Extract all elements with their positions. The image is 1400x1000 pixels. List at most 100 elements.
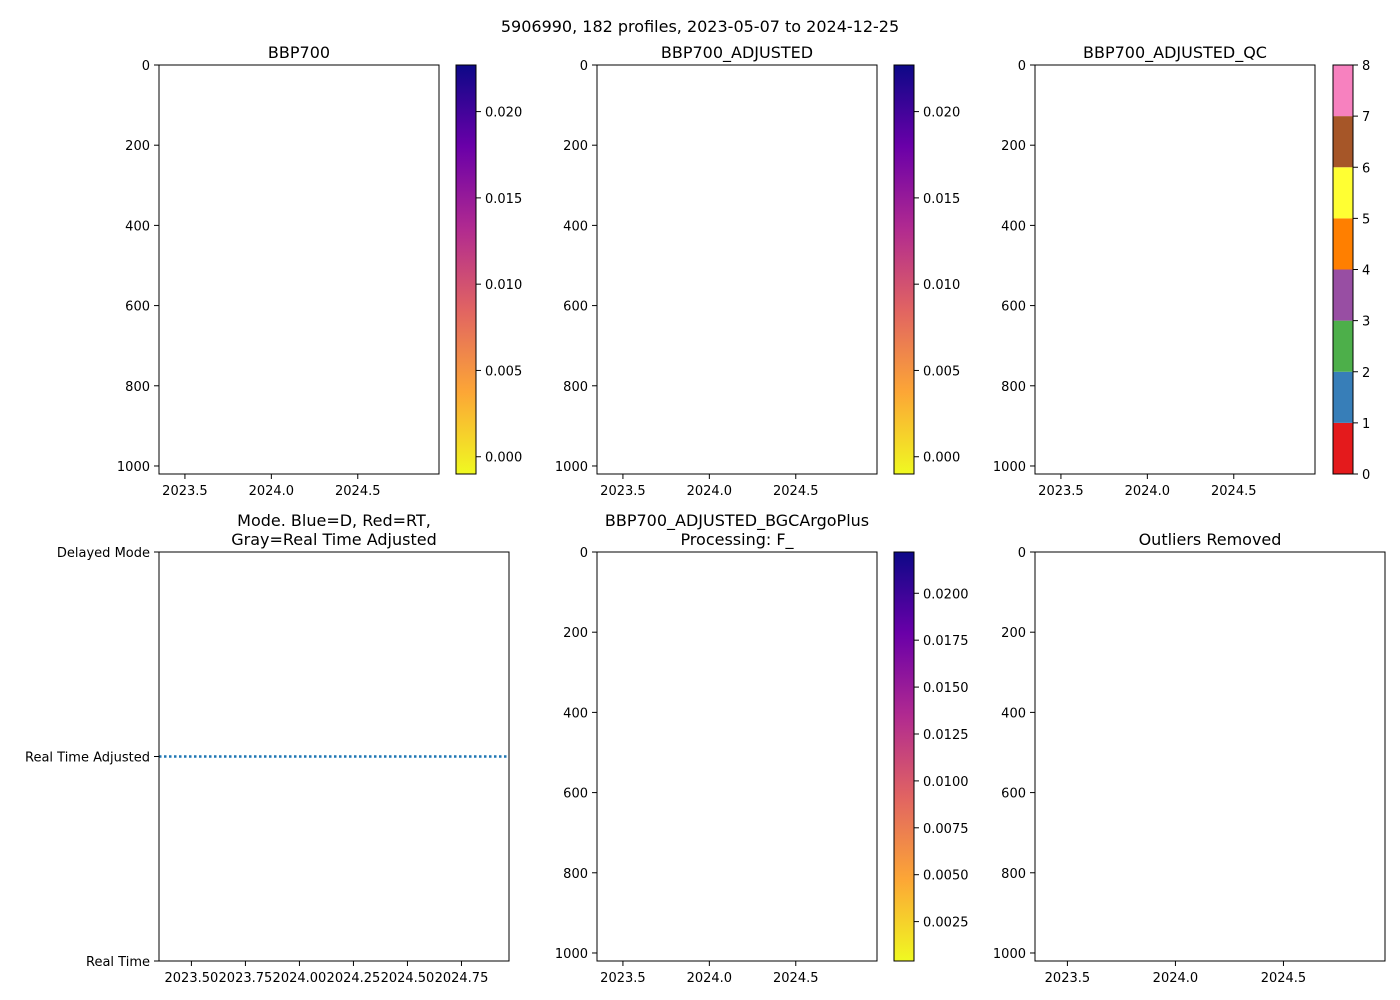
colorbar-tick-label: 0.0100 <box>923 775 969 790</box>
colorbar-gradient <box>894 65 914 474</box>
panel-title: BBP700_ADJUSTED_BGCArgoPlus <box>605 511 869 531</box>
plot-area <box>1035 65 1315 474</box>
colorbar-tick-label: 3 <box>1362 315 1370 330</box>
y-tick-label: 800 <box>563 867 588 882</box>
panel-title: Mode. Blue=D, Red=RT, <box>237 511 431 530</box>
colorbar-gradient <box>894 552 914 961</box>
y-tick-label: 400 <box>563 706 588 721</box>
colorbar-tick-label: 0.005 <box>485 364 522 379</box>
x-tick-label: 2024.0 <box>687 971 733 986</box>
panel-title: BBP700_ADJUSTED_QC <box>1083 43 1267 63</box>
x-tick-label: 2023.5 <box>600 971 646 986</box>
colorbar-tick-label: 0.0125 <box>923 728 969 743</box>
panel-title: Gray=Real Time Adjusted <box>231 530 437 549</box>
panel-mode: Mode. Blue=D, Red=RT,Gray=Real Time Adju… <box>25 511 510 986</box>
colorbar-segment <box>1333 422 1353 474</box>
y-tick-label: Real Time <box>86 955 150 970</box>
colorbar-segment <box>1333 218 1353 270</box>
y-tick-label: 600 <box>1001 787 1026 802</box>
y-tick-label: 200 <box>563 139 588 154</box>
colorbar-tick-label: 0.0200 <box>923 587 969 602</box>
y-tick-label: 600 <box>1001 300 1026 315</box>
x-tick-label: 2023.5 <box>1045 971 1091 986</box>
panel-bbp700-adjusted-qc: BBP700_ADJUSTED_QC 2023.5 2024.0 2024.5 0 200… <box>993 43 1370 499</box>
panel-outliers: Outliers Removed 2023.5 2024.0 2024.5 0 200 40… <box>993 530 1386 986</box>
colorbar-tick-label: 8 <box>1362 59 1370 74</box>
plot-area <box>159 65 439 474</box>
y-tick-label: 600 <box>125 300 150 315</box>
x-tick-label: 2023.50 <box>165 971 219 986</box>
y-tick-label: 0 <box>580 59 588 74</box>
colorbar-frame <box>893 64 915 475</box>
x-tick-label: 2024.0 <box>1125 484 1171 499</box>
x-tick-label: 2023.5 <box>600 484 646 499</box>
axes-frame <box>1034 64 1316 475</box>
y-tick-label: 800 <box>125 380 150 395</box>
y-tick-label: Real Time Adjusted <box>25 751 150 766</box>
colorbar-segment <box>1333 269 1353 321</box>
colorbar-frame <box>893 551 915 962</box>
colorbar-segment <box>1333 116 1353 168</box>
colorbar-tick-label: 0.0050 <box>923 869 969 884</box>
colorbar: 0 1 2 3 4 5 6 7 8 <box>1332 59 1370 483</box>
colorbar-tick-label: 0.0175 <box>923 634 969 649</box>
colorbar-segment <box>1333 167 1353 219</box>
colorbar-tick-label: 1 <box>1362 417 1370 432</box>
colorbar-tick-label: 6 <box>1362 161 1370 176</box>
y-tick-label: 800 <box>563 380 588 395</box>
y-tick-label: 200 <box>563 626 588 641</box>
y-tick-label: 600 <box>563 300 588 315</box>
y-tick-label: 1000 <box>555 460 588 475</box>
colorbar-segment <box>1333 320 1353 372</box>
x-tick-label: 2023.5 <box>162 484 208 499</box>
x-tick-label: 2023.5 <box>1038 484 1084 499</box>
plot-area <box>597 65 877 474</box>
panel-bbp700-adjusted: BBP700_ADJUSTED 2023.5 2024.0 2024.5 0 200 400… <box>555 43 960 499</box>
x-tick-label: 2024.5 <box>1261 971 1307 986</box>
x-tick-label: 2024.5 <box>773 971 819 986</box>
x-tick-label: 2024.5 <box>335 484 381 499</box>
figure-title: 5906990, 182 profiles, 2023-05-07 to 202… <box>501 17 899 36</box>
y-tick-label: 0 <box>1018 59 1026 74</box>
colorbar-tick-label: 0.0075 <box>923 822 969 837</box>
colorbar-tick-label: 0.0150 <box>923 681 969 696</box>
y-tick-label: Delayed Mode <box>57 546 150 561</box>
y-tick-label: 0 <box>142 59 150 74</box>
colorbar-tick-label: 4 <box>1362 264 1370 279</box>
x-tick-label: 2023.75 <box>219 971 273 986</box>
x-tick-label: 2024.0 <box>249 484 295 499</box>
y-tick-label: 200 <box>125 139 150 154</box>
y-tick-label: 400 <box>125 219 150 234</box>
colorbar-tick-label: 0.000 <box>923 451 960 466</box>
colorbar-tick-label: 0 <box>1362 468 1370 483</box>
y-tick-label: 0 <box>580 546 588 561</box>
y-tick-label: 600 <box>563 787 588 802</box>
x-tick-label: 2024.0 <box>687 484 733 499</box>
colorbar: 0.000 0.005 0.010 0.015 0.020 <box>455 64 522 475</box>
y-tick-label: 400 <box>563 219 588 234</box>
y-tick-label: 0 <box>1018 546 1026 561</box>
colorbar-gradient <box>456 65 476 474</box>
colorbar-segment <box>1333 65 1353 117</box>
colorbar-tick-label: 0.020 <box>485 106 522 121</box>
y-tick-label: 400 <box>1001 706 1026 721</box>
y-tick-label: 1000 <box>555 947 588 962</box>
colorbar-tick-label: 0.010 <box>485 278 522 293</box>
y-tick-label: 800 <box>1001 867 1026 882</box>
plot-area <box>1035 552 1385 961</box>
x-tick-label: 2024.5 <box>1211 484 1257 499</box>
colorbar: 0.0025 0.0050 0.0075 0.0100 0.0125 0.0150 0.01… <box>893 551 969 962</box>
x-tick-label: 2024.00 <box>273 971 327 986</box>
x-tick-label: 2024.25 <box>327 971 381 986</box>
panel-title: Processing: F_ <box>680 530 794 550</box>
colorbar-tick-label: 0.005 <box>923 364 960 379</box>
y-tick-label: 1000 <box>117 460 150 475</box>
x-tick-label: 2024.50 <box>381 971 435 986</box>
colorbar-tick-label: 0.015 <box>485 192 522 207</box>
y-tick-label: 800 <box>1001 380 1026 395</box>
y-tick-label: 200 <box>1001 139 1026 154</box>
y-tick-label: 200 <box>1001 626 1026 641</box>
axes-frame <box>596 64 878 475</box>
colorbar-tick-label: 0.020 <box>923 106 960 121</box>
